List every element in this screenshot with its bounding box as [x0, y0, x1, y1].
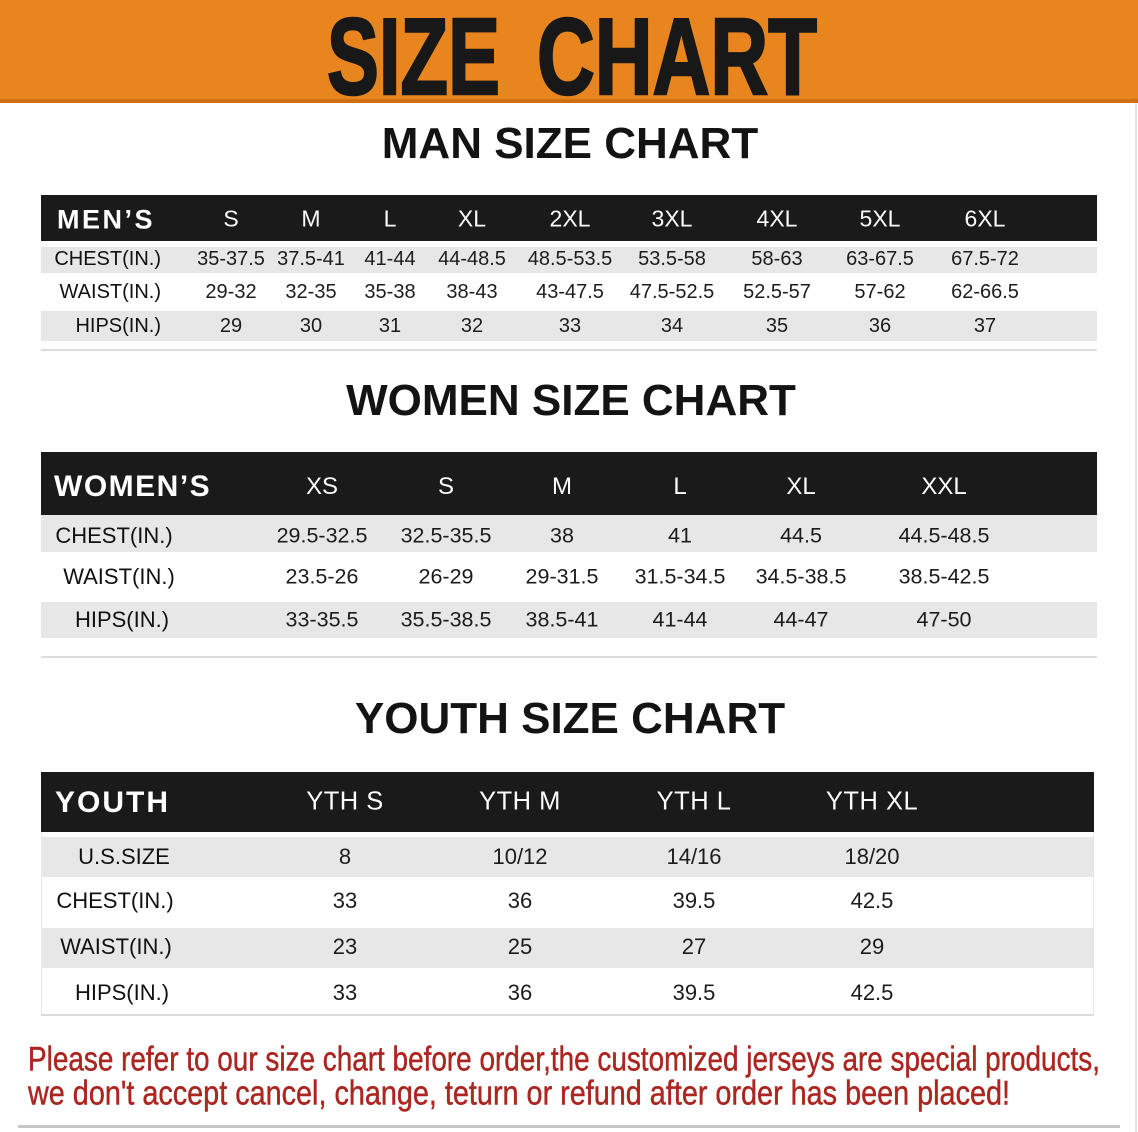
svg-text:CHART: CHART: [537, 0, 817, 103]
svg-text:we don't accept cancel, change: we don't accept cancel, change, teturn o…: [27, 1075, 1010, 1113]
svg-text:SIZE: SIZE: [327, 0, 500, 103]
svg-text:Please refer to our size chart: Please refer to our size chart before or…: [28, 1041, 1100, 1079]
